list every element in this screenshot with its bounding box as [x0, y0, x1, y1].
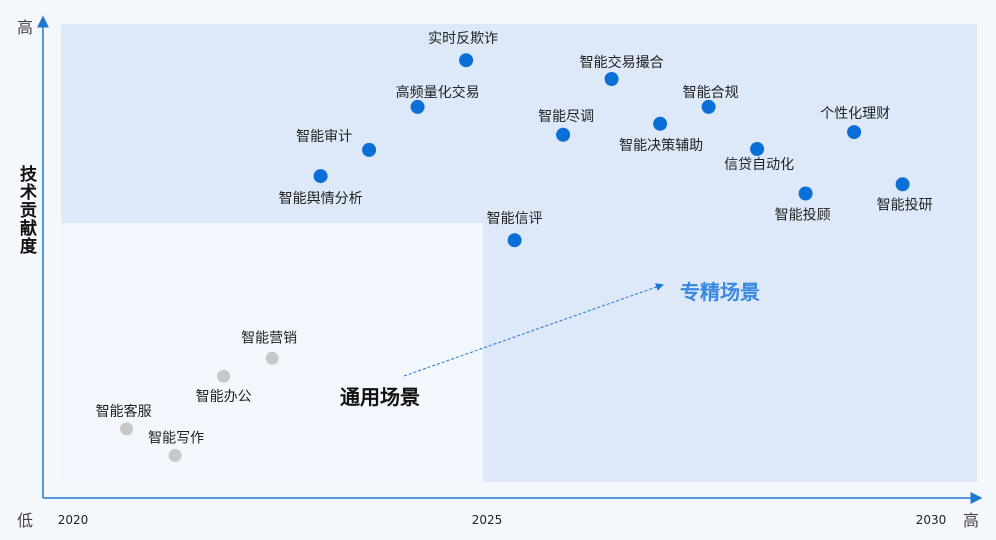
special-zone-label: 专精场景 [680, 280, 760, 304]
scatter-point [750, 142, 765, 156]
point-label: 实时反欺诈 [428, 31, 498, 47]
x-tick-label: 2020 [58, 513, 89, 527]
scatter-point [701, 99, 716, 114]
x-tick-label: 2030 [916, 513, 947, 527]
point-label: 智能投顾 [775, 208, 831, 224]
x-tick-label: 2025 [472, 513, 503, 527]
scatter-point [217, 369, 231, 383]
y-axis-low-label: 低 [17, 511, 33, 530]
point-label: 智能尽调 [538, 109, 594, 125]
point-label: 智能审计 [296, 129, 352, 145]
point-label: 智能办公 [196, 389, 252, 405]
point-label: 智能交易撮合 [580, 54, 664, 71]
point-label: 智能信评 [487, 211, 543, 227]
scatter-point [313, 169, 328, 184]
scatter-point [653, 116, 668, 131]
scatter-point [556, 127, 571, 142]
scatter-point [798, 186, 813, 201]
scatter-point [168, 448, 182, 462]
scatter-point [120, 422, 134, 436]
scatter-point [410, 99, 425, 114]
point-label: 高频量化交易 [396, 84, 480, 101]
x-axis-high-label: 高 [963, 511, 979, 530]
point-label: 智能投研 [877, 197, 933, 213]
point-label: 智能合规 [683, 85, 739, 101]
point-label: 智能决策辅助 [619, 137, 703, 154]
point-label: 个性化理财 [820, 106, 890, 122]
point-label: 智能写作 [148, 430, 204, 446]
y-axis-high-label: 高 [17, 18, 33, 37]
transition-arrow [403, 283, 664, 377]
scatter-point [507, 233, 522, 248]
scatter-point [265, 351, 279, 365]
point-label: 信贷自动化 [724, 157, 794, 173]
scatter-point [847, 125, 862, 140]
scatter-point [362, 142, 377, 157]
scatter-point [895, 177, 910, 192]
point-label: 智能客服 [96, 403, 152, 420]
general-zone-label: 通用场景 [340, 385, 420, 409]
point-label: 智能营销 [241, 330, 297, 346]
y-axis-title: 技术贡献度 [16, 164, 37, 255]
point-label: 智能舆情分析 [279, 191, 363, 207]
scatter-point [604, 72, 619, 86]
scatter-point [459, 53, 474, 68]
